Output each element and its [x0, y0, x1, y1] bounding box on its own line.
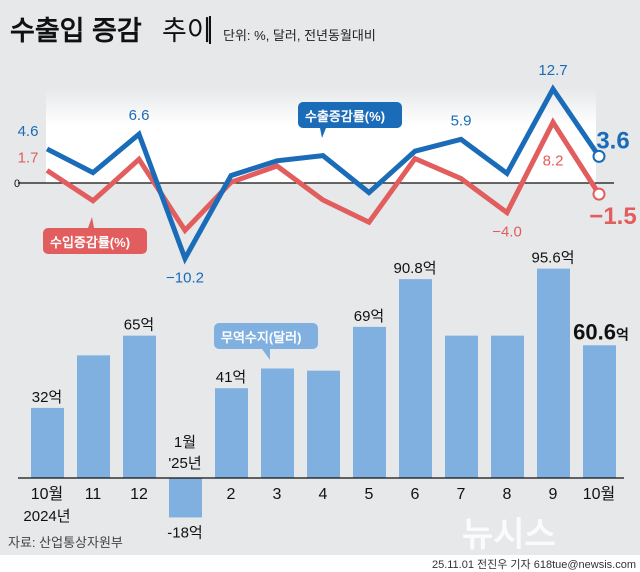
bar: [215, 388, 248, 478]
line-series: [45, 84, 606, 265]
bar: [583, 345, 616, 478]
x-tick-label: 10월: [31, 485, 64, 503]
page-title: 수출입 증감: [10, 16, 142, 46]
bar-value-label: 95.6억: [532, 250, 575, 267]
bar: [77, 355, 110, 478]
newsis-watermark: 뉴시스: [462, 516, 556, 554]
x-tick-label: 8: [503, 486, 512, 503]
x-tick-label: 3: [273, 486, 282, 503]
x-tick-label: 12: [130, 486, 148, 503]
zero-label: 0: [14, 178, 20, 190]
bar-value-label: 41억: [216, 369, 247, 386]
bar: [261, 368, 294, 478]
bar: [123, 335, 156, 478]
export-value-label: −10.2: [166, 269, 204, 286]
credit-line: 25.11.01 전진우 기자 618tue@newsis.com: [432, 558, 636, 571]
bar: [31, 407, 64, 478]
x-tick-label: 4: [319, 486, 328, 503]
export-value-label: 5.9: [451, 112, 472, 129]
export-value-label: 3.6: [596, 127, 629, 154]
bar-value-label: 65억: [124, 317, 155, 334]
export-value-label: 12.7: [538, 62, 567, 79]
x-tick-sublabel: 2024년: [23, 508, 70, 525]
import-legend-label: 수입증감률(%): [50, 235, 130, 250]
x-tick-label: 7: [457, 486, 466, 503]
export-legend: 수출증감률(%): [298, 102, 402, 138]
import-value-label: 1.7: [18, 149, 39, 166]
bar: [399, 279, 432, 478]
x-tick-label: 2: [227, 486, 236, 503]
unit-note: 단위: %, 달러, 전년동월대비: [223, 28, 376, 43]
import-legend: 수입증감률(%): [43, 217, 147, 254]
bar-legend: 무역수지(달러): [214, 323, 318, 360]
bar: [307, 370, 340, 478]
export-value-label: 4.6: [18, 123, 39, 140]
bar-value-label: 60.6억: [573, 319, 629, 344]
footer-strip: [0, 555, 640, 572]
import-value-label: −4.0: [492, 224, 522, 241]
bar-labels: 32억 65억 -18억 41억 69억 90.8억 95.6억 60.6억: [32, 250, 629, 542]
export-legend-label: 수출증감률(%): [305, 109, 385, 124]
x-tick-label: 5: [365, 486, 374, 503]
x-tick-label: 6: [411, 486, 420, 503]
bar-value-label: 69억: [354, 308, 385, 325]
export-line: [45, 84, 602, 265]
bar: [353, 326, 386, 478]
page-title-suffix: 추이: [162, 16, 212, 46]
bar-value-label: 32억: [32, 389, 63, 406]
bar-value-label: -18억: [167, 524, 202, 541]
import-value-label: −1.5: [589, 203, 636, 230]
source-note: 자료: 산업통상자원부: [8, 535, 123, 550]
x-tick-label: 11: [85, 486, 102, 503]
x-tick-labels: 10월 2024년 11 12 1월 '25년 2 3 4 5 6 7 8 9 10월: [23, 434, 615, 525]
end-point-marker: [592, 149, 606, 163]
bar: [491, 335, 524, 478]
x-tick-label: 10월: [583, 485, 616, 503]
export-value-label: 6.6: [129, 107, 150, 124]
line-labels: 1.7 −4.0 8.2 −1.5 4.6 6.6 −10.2 5.9 12.7 3.6: [18, 62, 637, 286]
bar-series: [31, 268, 616, 518]
bar-legend-label: 무역수지(달러): [221, 330, 301, 345]
x-tick-label: 9: [549, 486, 558, 503]
x-tick-sublabel: '25년: [168, 455, 201, 472]
import-value-label: 8.2: [543, 152, 564, 169]
title-divider: [209, 16, 211, 44]
bar: [169, 478, 202, 518]
bar: [445, 335, 478, 478]
bar-value-label: 90.8억: [394, 260, 437, 277]
end-point-marker: [592, 187, 606, 201]
x-tick-label: 1월: [174, 434, 196, 451]
import-line: [45, 117, 602, 235]
bar: [537, 268, 570, 478]
